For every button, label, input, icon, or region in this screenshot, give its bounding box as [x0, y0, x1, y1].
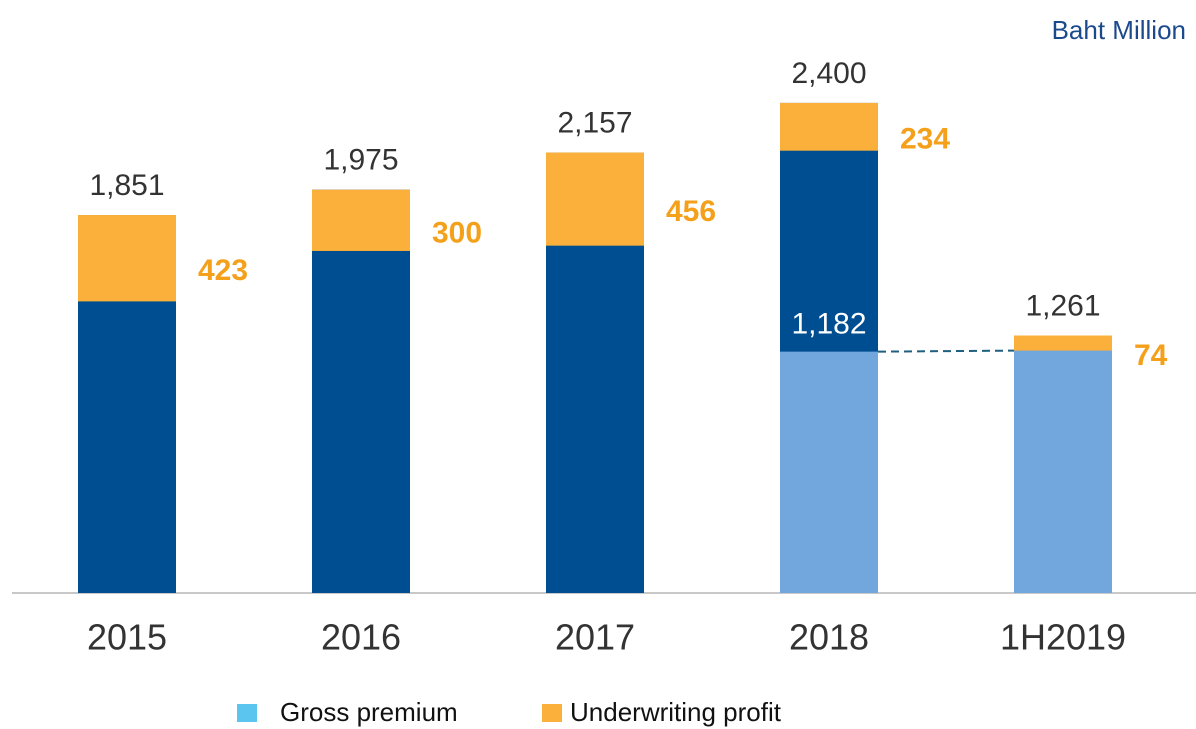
total-label: 1,975 [323, 144, 398, 177]
comparison-line [877, 349, 1015, 353]
x-tick-label: 2017 [555, 617, 635, 658]
profit-label: 234 [900, 123, 950, 156]
comparison-label: 1,182 [791, 308, 866, 341]
profit-segment [546, 152, 644, 246]
legend-marker [237, 704, 257, 722]
x-tick-label: 2016 [321, 617, 401, 658]
profit-label: 300 [432, 216, 482, 249]
profit-label: 423 [198, 254, 248, 287]
profit-segment [78, 215, 176, 302]
legend-label: Underwriting profit [570, 697, 782, 727]
total-label: 2,400 [791, 57, 866, 90]
total-label: 2,157 [557, 106, 632, 139]
x-tick-label: 1H2019 [1000, 617, 1126, 658]
profit-label: 74 [1134, 339, 1168, 372]
profit-segment [312, 189, 410, 251]
bar [312, 189, 410, 593]
legend-marker [542, 704, 562, 722]
total-label: 1,851 [89, 169, 164, 202]
profit-label: 456 [666, 195, 716, 228]
profit-segment [1014, 335, 1112, 351]
bar [1014, 335, 1112, 593]
comparison-bar [780, 351, 878, 593]
legend-label: Gross premium [280, 697, 458, 727]
x-tick-label: 2018 [789, 617, 869, 658]
unit-label: Baht Million [1052, 15, 1186, 45]
profit-segment [780, 102, 878, 151]
total-label: 1,261 [1025, 289, 1100, 322]
x-tick-label: 2015 [87, 617, 167, 658]
